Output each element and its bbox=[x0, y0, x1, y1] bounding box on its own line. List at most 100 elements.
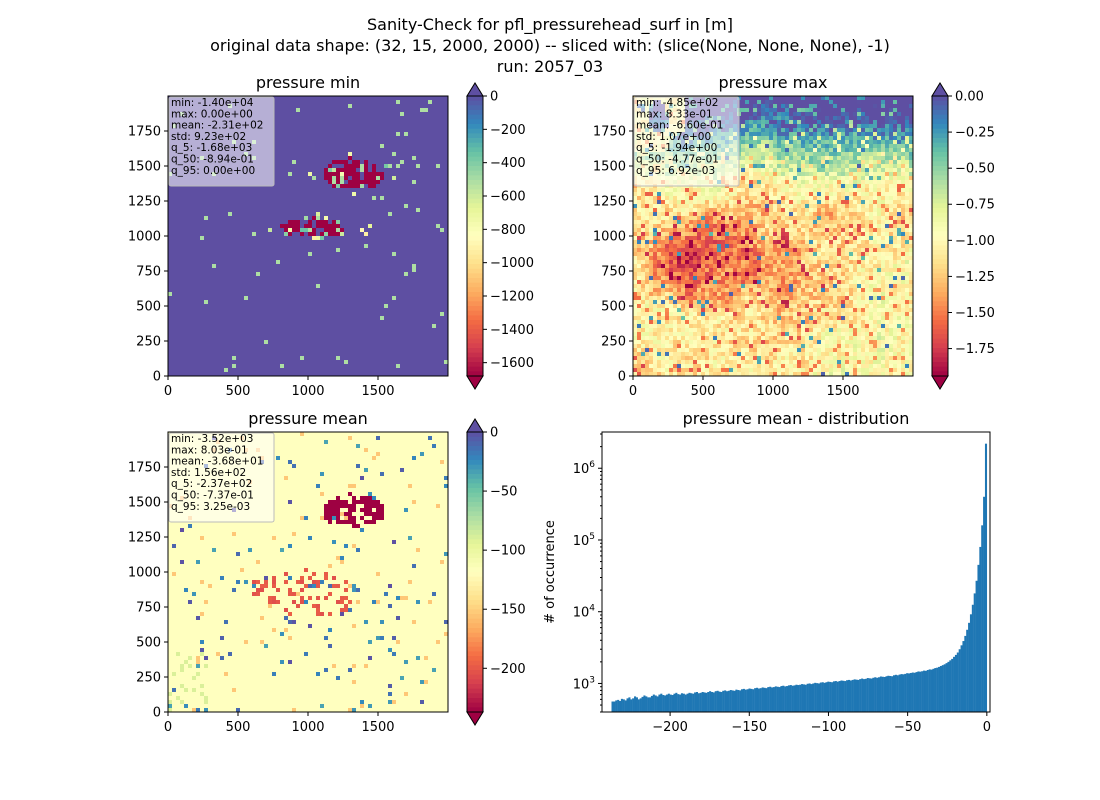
heatmap-cell bbox=[396, 204, 401, 209]
heatmap-cell bbox=[364, 336, 369, 341]
heatmap-cell bbox=[444, 256, 449, 261]
heatmap-cell bbox=[232, 364, 237, 369]
heatmap-cell bbox=[436, 168, 441, 173]
heatmap-cell bbox=[380, 308, 385, 313]
heatmap-cell bbox=[408, 348, 413, 353]
heatmap-cell bbox=[380, 364, 385, 369]
heatmap-cell bbox=[252, 248, 257, 253]
heatmap-cell bbox=[420, 276, 425, 281]
heatmap-cell bbox=[184, 356, 189, 361]
heatmap-cell bbox=[280, 96, 285, 101]
heatmap-cell bbox=[256, 240, 261, 245]
heatmap-cell bbox=[220, 304, 225, 309]
heatmap-cell bbox=[212, 304, 217, 309]
heatmap-cell bbox=[416, 228, 421, 233]
heatmap-cell bbox=[420, 168, 425, 173]
heatmap-cell bbox=[316, 360, 321, 365]
heatmap-cell bbox=[212, 356, 217, 361]
heatmap-cell bbox=[380, 356, 385, 361]
heatmap-cell bbox=[212, 256, 217, 261]
heatmap-cell bbox=[436, 124, 441, 129]
heatmap-cell bbox=[244, 304, 249, 309]
heatmap-cell bbox=[328, 180, 333, 185]
heatmap-cell bbox=[376, 368, 381, 373]
heatmap-cell bbox=[340, 108, 345, 113]
heatmap-cell bbox=[408, 360, 413, 365]
heatmap-cell bbox=[296, 364, 301, 369]
heatmap-cell bbox=[224, 336, 229, 341]
heatmap-cell bbox=[432, 144, 437, 149]
heatmap-cell bbox=[200, 188, 205, 193]
heatmap-cell bbox=[188, 212, 193, 217]
heatmap-cell bbox=[172, 196, 177, 201]
heatmap-cell bbox=[296, 108, 301, 113]
heatmap-cell bbox=[432, 172, 437, 177]
heatmap-cell bbox=[288, 216, 293, 221]
heatmap-cell bbox=[288, 260, 293, 265]
heatmap-cell bbox=[180, 312, 185, 317]
heatmap-cell bbox=[408, 248, 413, 253]
heatmap-cell bbox=[268, 264, 273, 269]
heatmap-cell bbox=[292, 212, 297, 217]
heatmap-cell bbox=[312, 208, 317, 213]
heatmap-cell bbox=[292, 228, 297, 233]
heatmap-cell bbox=[400, 280, 405, 285]
heatmap-cell bbox=[372, 272, 377, 277]
heatmap-cell bbox=[388, 116, 393, 121]
heatmap-cell bbox=[168, 316, 173, 321]
heatmap-cell bbox=[328, 196, 333, 201]
heatmap-cell bbox=[396, 356, 401, 361]
heatmap-cell bbox=[332, 148, 337, 153]
heatmap-cell bbox=[372, 192, 377, 197]
heatmap-cell bbox=[188, 284, 193, 289]
heatmap-cell bbox=[264, 316, 269, 321]
heatmap-cell bbox=[396, 360, 401, 365]
heatmap-cell bbox=[444, 156, 449, 161]
heatmap-cell bbox=[304, 108, 309, 113]
heatmap-cell bbox=[428, 228, 433, 233]
heatmap-cell bbox=[240, 244, 245, 249]
heatmap-cell bbox=[220, 360, 225, 365]
heatmap-cell bbox=[444, 216, 449, 221]
heatmap-cell bbox=[344, 156, 349, 161]
heatmap-cell bbox=[292, 364, 297, 369]
heatmap-cell bbox=[272, 236, 277, 241]
heatmap-cell bbox=[216, 224, 221, 229]
heatmap-cell bbox=[284, 176, 289, 181]
heatmap-cell bbox=[308, 292, 313, 297]
heatmap-cell bbox=[248, 220, 253, 225]
stats-line: max: 0.00e+00 bbox=[171, 108, 253, 120]
heatmap-cell bbox=[332, 196, 337, 201]
heatmap-cell bbox=[296, 276, 301, 281]
heatmap-cell bbox=[420, 132, 425, 137]
heatmap-cell bbox=[256, 328, 261, 333]
heatmap-cell bbox=[304, 324, 309, 329]
heatmap-cell bbox=[308, 120, 313, 125]
heatmap-cell bbox=[256, 260, 261, 265]
heatmap-cell bbox=[380, 348, 385, 353]
heatmap-cell bbox=[252, 320, 257, 325]
heatmap-cell bbox=[248, 324, 253, 329]
heatmap-cell bbox=[216, 280, 221, 285]
heatmap-cell bbox=[236, 228, 241, 233]
heatmap-cell bbox=[264, 228, 269, 233]
heatmap-cell bbox=[352, 176, 357, 181]
heatmap-cell bbox=[356, 112, 361, 117]
heatmap-cell bbox=[168, 192, 173, 197]
heatmap-cell bbox=[332, 368, 337, 373]
heatmap-cell bbox=[224, 292, 229, 297]
heatmap-cell bbox=[180, 316, 185, 321]
heatmap-cell bbox=[304, 244, 309, 249]
heatmap-cell bbox=[376, 168, 381, 173]
heatmap-cell bbox=[320, 368, 325, 373]
heatmap-cell bbox=[372, 308, 377, 313]
heatmap-cell bbox=[368, 120, 373, 125]
heatmap-cell bbox=[420, 156, 425, 161]
heatmap-cell bbox=[384, 292, 389, 297]
heatmap-cell bbox=[408, 284, 413, 289]
heatmap-cell bbox=[356, 336, 361, 341]
heatmap-cell bbox=[356, 248, 361, 253]
heatmap-cell bbox=[436, 216, 441, 221]
heatmap-cell bbox=[416, 232, 421, 237]
heatmap-cell bbox=[268, 332, 273, 337]
